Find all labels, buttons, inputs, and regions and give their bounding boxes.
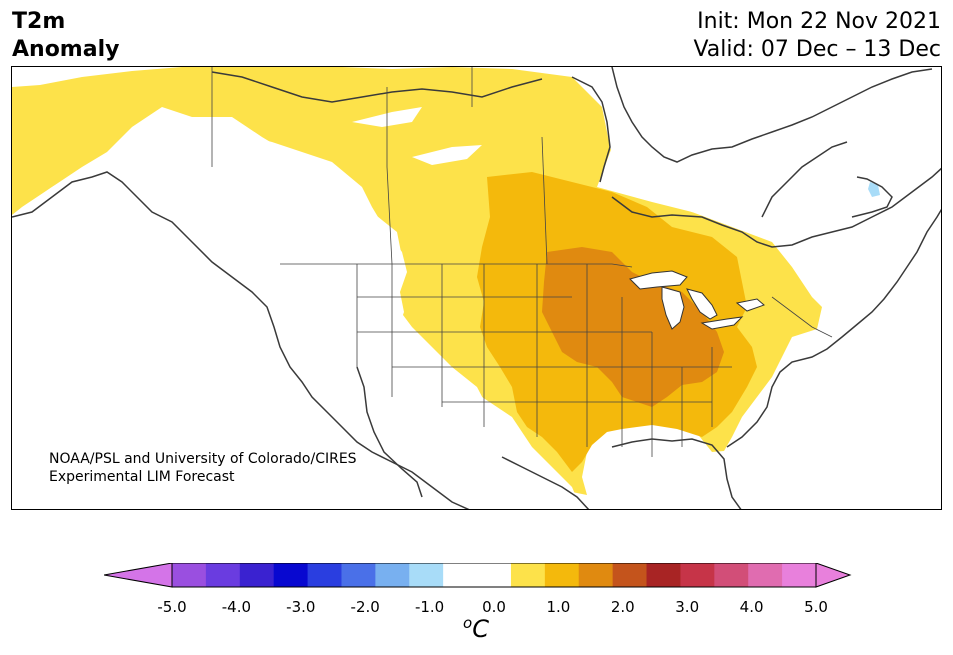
forecast-credit: NOAA/PSL and University of Colorado/CIRE…	[49, 450, 357, 486]
great-lakes	[629, 270, 765, 330]
political-borders	[211, 67, 833, 457]
init-date: Init: Mon 22 Nov 2021	[697, 9, 941, 34]
colorbar-cell	[239, 563, 275, 587]
neutral-region-pacific	[12, 157, 490, 509]
colorbar-under-arrow	[104, 563, 173, 588]
colorbar-tick-label: 1.0	[546, 598, 571, 616]
colorbar-tick-label: 5.0	[804, 598, 828, 616]
colorbar-cell	[273, 563, 309, 587]
colorbar-cell	[612, 563, 648, 587]
valid-date: Valid: 07 Dec – 13 Dec	[693, 37, 941, 62]
colorbar-cell	[307, 563, 342, 587]
colorbar-cell	[680, 563, 715, 587]
unit-base: C	[472, 615, 489, 643]
colorbar-cell	[748, 563, 783, 587]
neutral-region-south	[573, 447, 751, 509]
colorbar-cell	[341, 563, 376, 587]
colorbar-cell	[544, 563, 580, 587]
colorbar-tick-label: 3.0	[675, 598, 700, 616]
map-title: T2m Anomaly	[12, 8, 119, 64]
unit-degree: o	[463, 614, 473, 632]
title-variable: T2m	[12, 9, 66, 34]
colorbar-tick-label: -4.0	[221, 598, 252, 616]
neutral-region-gulf	[442, 397, 582, 509]
colorbar-cell	[172, 563, 207, 587]
colorbar-cell	[578, 563, 614, 587]
colorbar-tick-label: 2.0	[610, 598, 635, 616]
colorbar-cell	[409, 563, 444, 587]
colorbar-cell	[646, 563, 681, 587]
colorbar-cell	[510, 563, 546, 587]
coastlines	[12, 67, 941, 509]
anomaly-map	[11, 66, 942, 510]
colorbar-cells	[171, 563, 817, 588]
colorbar-tick-label: -2.0	[350, 598, 380, 616]
lake-patch	[412, 145, 482, 165]
colorbar-tick-label: -3.0	[286, 598, 316, 616]
colorbar-unit: oC	[463, 614, 489, 643]
colorbar-cell	[205, 563, 241, 587]
forecast-dates: Init: Mon 22 Nov 2021 Valid: 07 Dec – 13…	[693, 8, 941, 64]
colorbar-cell	[782, 563, 817, 587]
colorbar-tick-label: -5.0	[157, 598, 187, 616]
colorbar-tick-label: 0.0	[482, 598, 506, 616]
credit-line-1: NOAA/PSL and University of Colorado/CIRE…	[49, 451, 357, 467]
credit-line-2: Experimental LIM Forecast	[49, 469, 235, 485]
neutral-region-northeast	[602, 67, 941, 509]
colorbar-tick-label: -1.0	[414, 598, 445, 616]
neutral-region-west	[152, 127, 407, 397]
colorbar-cell	[443, 563, 478, 587]
title-anomaly: Anomaly	[12, 37, 120, 62]
colorbar-cell	[375, 563, 410, 587]
colorbar-cell	[477, 563, 512, 587]
colorbar-tick-label: 4.0	[739, 598, 764, 616]
colorbar-over-arrow	[815, 563, 852, 588]
map-svg	[12, 67, 941, 509]
cold-anomaly-patch	[868, 182, 880, 197]
colorbar	[104, 563, 852, 588]
colorbar-cell	[714, 563, 749, 587]
